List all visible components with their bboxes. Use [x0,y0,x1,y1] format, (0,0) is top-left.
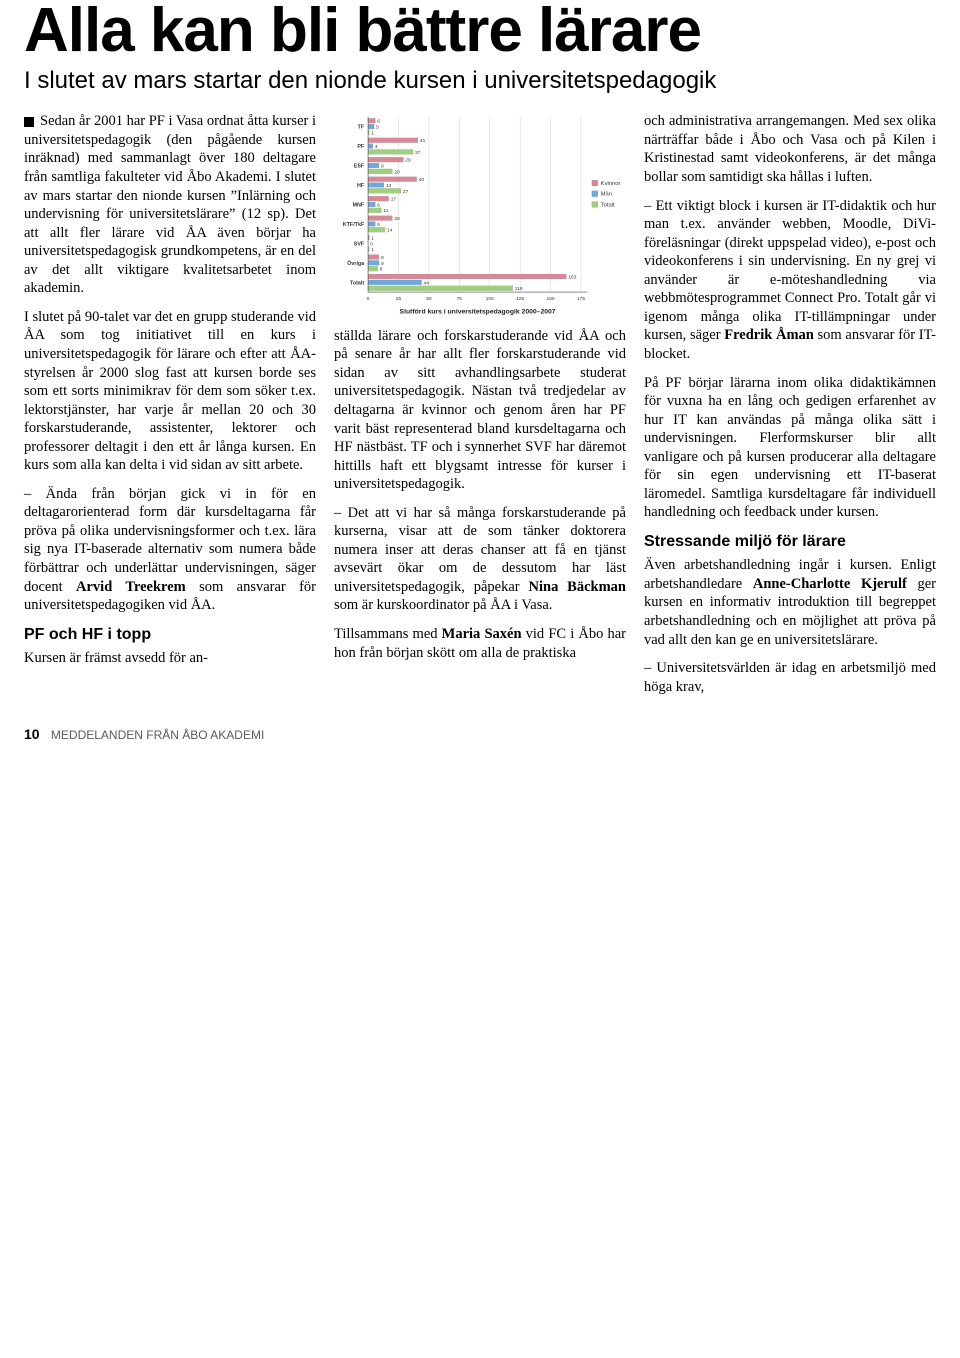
svg-text:0: 0 [367,296,370,302]
svg-text:150: 150 [547,296,555,302]
person-saxen: Maria Saxén [442,626,522,642]
svg-text:41: 41 [420,139,426,145]
svg-text:100: 100 [486,296,494,302]
col1-p4: Kursen är främst avsedd för an- [24,649,316,668]
svg-text:1: 1 [371,131,374,137]
svg-text:Totalt: Totalt [601,203,615,209]
svg-text:TF: TF [358,125,365,131]
svg-text:Kvinnor: Kvinnor [601,181,621,187]
svg-text:6: 6 [377,119,380,125]
bar-chart: 0255075100125150175TF651PF41437ESF29920H… [334,112,626,316]
article-headline: Alla kan bli bättre lärare [24,0,936,62]
person-treekrem: Arvid Treekrem [76,579,186,595]
svg-text:25: 25 [396,296,402,302]
svg-text:KTF/TkF: KTF/TkF [343,222,365,228]
svg-text:8: 8 [380,267,383,273]
svg-text:40: 40 [419,177,425,183]
column-2: 0255075100125150175TF651PF41437ESF29920H… [334,112,626,706]
svg-text:44: 44 [424,281,430,287]
svg-text:4: 4 [375,144,378,150]
svg-text:13: 13 [386,183,392,189]
svg-text:163: 163 [568,275,576,281]
col1-p3: – Ända från början gick vi in för en del… [24,485,316,615]
svg-text:119: 119 [515,287,523,293]
svg-text:HF: HF [357,183,365,189]
svg-text:6: 6 [377,203,380,209]
col1-p1: Sedan år 2001 har PF i Vasa ordnat åtta … [24,113,316,296]
col3-p2: – Ett viktigt block i kursen är IT-didak… [644,197,936,364]
svg-text:20: 20 [394,170,400,176]
col3-p3: På PF börjar lärarna inom olika didaktik… [644,374,936,522]
page-footer: 10 MEDDELANDEN FRÅN ÅBO AKADEMI [24,726,936,742]
svg-text:175: 175 [577,296,585,302]
col3-p4: Även arbetshandledning ingår i kursen. E… [644,556,936,649]
svg-text:1: 1 [371,236,374,242]
article-body: Sedan år 2001 har PF i Vasa ordnat åtta … [24,112,936,706]
svg-text:50: 50 [426,296,432,302]
svg-text:9: 9 [381,164,384,170]
chart-container: 0255075100125150175TF651PF41437ESF29920H… [334,112,626,316]
section-heading-stress: Stressande miljö för lärare [644,532,936,552]
svg-text:Slutförd kurs i universitetspe: Slutförd kurs i universitetspedagogik 20… [400,309,556,316]
svg-text:Övriga: Övriga [347,260,364,267]
col1-p2: I slutet på 90-talet var det en grupp st… [24,308,316,475]
section-heading-pf-hf: PF och HF i topp [24,625,316,645]
col2-p3: Tillsammans med Maria Saxén vid FC i Åbo… [334,625,626,662]
svg-text:PF: PF [357,144,365,150]
svg-text:SVF: SVF [354,242,365,248]
svg-text:ESF: ESF [354,164,365,170]
svg-text:0: 0 [370,242,373,248]
svg-text:20: 20 [394,216,400,222]
col3-p1: och administrativa arrangemangen. Med se… [644,112,936,186]
svg-text:75: 75 [457,296,463,302]
svg-text:Män: Män [601,192,612,198]
col2-p1: ställda lärare och forskarstuderande vid… [334,327,626,494]
lead-square-icon [24,117,34,127]
col2-p2: – Det att vi har så många forskarstudera… [334,504,626,615]
svg-text:27: 27 [403,189,409,195]
svg-text:125: 125 [516,296,524,302]
svg-text:5: 5 [376,125,379,131]
person-kjerulf: Anne-Charlotte Kjerulf [753,576,907,592]
svg-text:17: 17 [391,197,397,203]
svg-text:11: 11 [383,209,388,215]
svg-text:29: 29 [405,158,411,164]
svg-text:9: 9 [381,255,384,261]
svg-text:6: 6 [377,222,380,228]
footer-source: MEDDELANDEN FRÅN ÅBO AKADEMI [51,728,264,742]
svg-text:14: 14 [387,228,393,234]
svg-text:37: 37 [415,150,421,156]
col3-p5: – Universitetsvärlden är idag en arbetsm… [644,659,936,696]
column-1: Sedan år 2001 har PF i Vasa ordnat åtta … [24,112,316,706]
column-3: och administrativa arrangemangen. Med se… [644,112,936,706]
person-backman: Nina Bäckman [529,579,627,595]
lead-paragraph: Sedan år 2001 har PF i Vasa ordnat åtta … [24,112,316,297]
svg-text:9: 9 [381,261,384,267]
article-subhead: I slutet av mars startar den nionde kurs… [24,68,936,94]
person-aman: Fredrik Åman [724,327,814,343]
svg-text:MNF: MNF [353,203,365,209]
svg-text:Totalt: Totalt [350,281,364,287]
page-number: 10 [24,726,40,742]
svg-text:1: 1 [371,248,374,254]
